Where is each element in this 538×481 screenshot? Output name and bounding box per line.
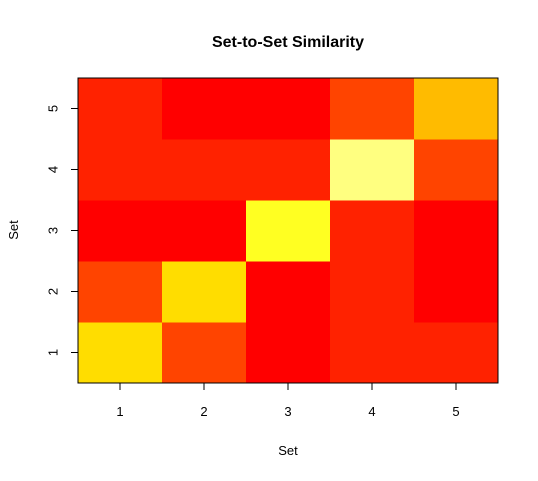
heatmap-cell-3-2 bbox=[246, 261, 331, 323]
x-tick-label-5: 5 bbox=[452, 404, 459, 419]
heatmap-cell-5-1 bbox=[414, 322, 499, 384]
heatmap-cell-5-5 bbox=[414, 78, 499, 140]
heatmap-cell-3-3 bbox=[246, 200, 331, 262]
chart-title: Set-to-Set Similarity bbox=[212, 34, 364, 51]
x-tick-label-3: 3 bbox=[284, 404, 291, 419]
y-axis: 1 2 3 4 5 bbox=[46, 105, 78, 356]
heatmap-cell-3-4 bbox=[246, 139, 331, 201]
x-axis-label: Set bbox=[278, 443, 298, 458]
y-tick-label-3: 3 bbox=[46, 227, 61, 234]
x-tick-label-2: 2 bbox=[200, 404, 207, 419]
heatmap-cell-4-4 bbox=[330, 139, 415, 201]
y-tick-label-4: 4 bbox=[46, 166, 61, 173]
y-tick-label-1: 1 bbox=[46, 349, 61, 356]
y-tick-label-2: 2 bbox=[46, 288, 61, 295]
x-axis: 1 2 3 4 5 bbox=[116, 383, 460, 419]
heatmap-cell-3-5 bbox=[246, 78, 331, 140]
heatmap-cell-2-2 bbox=[162, 261, 247, 323]
heatmap-cell-4-3 bbox=[330, 200, 415, 262]
heatmap-cell-5-4 bbox=[414, 139, 499, 201]
heatmap-cell-2-1 bbox=[162, 322, 247, 384]
y-tick-label-5: 5 bbox=[46, 105, 61, 112]
heatmap-cell-1-4 bbox=[78, 139, 163, 201]
heatmap-cell-1-1 bbox=[78, 322, 163, 384]
heatmap-cell-4-2 bbox=[330, 261, 415, 323]
heatmap-cell-1-5 bbox=[78, 78, 163, 140]
heatmap-cell-5-2 bbox=[414, 261, 499, 323]
y-axis-label: Set bbox=[6, 220, 21, 240]
heatmap-cell-2-4 bbox=[162, 139, 247, 201]
x-tick-label-4: 4 bbox=[368, 404, 375, 419]
heatmap-cell-2-5 bbox=[162, 78, 247, 140]
heatmap-cell-4-5 bbox=[330, 78, 415, 140]
heatmap-cell-3-1 bbox=[246, 322, 331, 384]
x-tick-label-1: 1 bbox=[116, 404, 123, 419]
heatmap-cells bbox=[78, 78, 499, 384]
heatmap-cell-5-3 bbox=[414, 200, 499, 262]
heatmap-cell-1-2 bbox=[78, 261, 163, 323]
heatmap-cell-1-3 bbox=[78, 200, 163, 262]
heatmap-cell-4-1 bbox=[330, 322, 415, 384]
heatmap-cell-2-3 bbox=[162, 200, 247, 262]
